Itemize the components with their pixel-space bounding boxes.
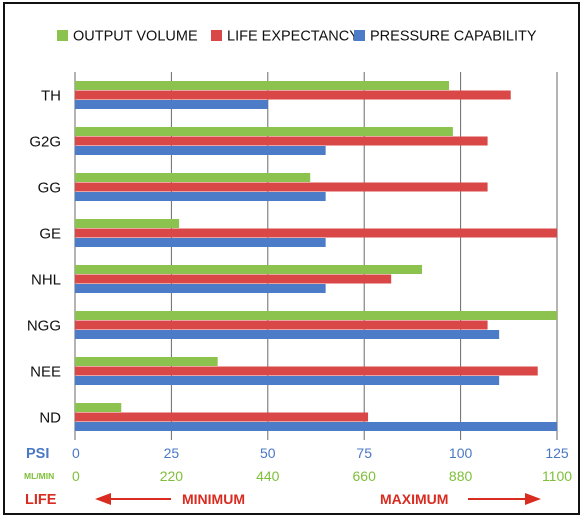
legend-label-2: PRESSURE CAPABILITY xyxy=(370,29,537,45)
bar-ge-1 xyxy=(75,228,557,238)
psi-tick-label: 75 xyxy=(356,445,372,461)
ml-min-tick-label: 220 xyxy=(160,468,184,484)
chart-frame: OUTPUT VOLUME LIFE EXPECTANCY PRESSURE CAP… xyxy=(3,2,580,515)
bar-ngg-1 xyxy=(75,320,488,330)
category-label-nee: NEE xyxy=(30,363,61,380)
bar-th-0 xyxy=(75,81,450,90)
bar-nee-2 xyxy=(75,376,500,385)
bar-nhl-2 xyxy=(75,284,326,293)
left-arrow-icon xyxy=(95,493,111,505)
legend: OUTPUT VOLUME LIFE EXPECTANCY PRESSURE CAP… xyxy=(57,29,537,45)
bar-ngg-2 xyxy=(75,330,500,339)
maximum-label: MAXIMUM xyxy=(380,491,448,507)
legend-swatch-1 xyxy=(211,30,222,41)
legend-label-1: LIFE EXPECTANCY xyxy=(227,29,359,45)
bar-g2g-0 xyxy=(75,127,453,136)
bar-ge-0 xyxy=(75,219,180,228)
bar-nhl-1 xyxy=(75,274,392,284)
bars xyxy=(75,81,557,431)
ml-min-tick-label: 880 xyxy=(449,468,473,484)
bar-nee-1 xyxy=(75,366,538,376)
axis-labels: PSI 0 25 50 75 100 125 ML/MIN 0 220 440 660 880 1100 L… xyxy=(24,445,572,508)
bar-nhl-0 xyxy=(75,265,423,274)
legend-swatch-0 xyxy=(57,30,68,41)
psi-tick-label: 0 xyxy=(72,445,80,461)
ml-min-tick-label: 0 xyxy=(72,468,80,484)
ml-min-tick-label: 660 xyxy=(353,468,377,484)
bar-chart: OUTPUT VOLUME LIFE EXPECTANCY PRESSURE CAP… xyxy=(24,29,572,509)
bar-gg-1 xyxy=(75,182,488,192)
bar-g2g-2 xyxy=(75,146,326,155)
bar-nee-0 xyxy=(75,357,218,366)
psi-axis-label: PSI xyxy=(26,446,49,462)
category-label-nd: ND xyxy=(39,409,61,426)
bar-ge-2 xyxy=(75,238,326,247)
psi-tick-label: 125 xyxy=(545,445,569,461)
psi-tick-label: 100 xyxy=(449,445,473,461)
bar-nd-0 xyxy=(75,403,122,412)
legend-swatch-2 xyxy=(354,30,365,41)
bar-nd-1 xyxy=(75,412,369,422)
bar-ngg-0 xyxy=(75,311,557,320)
category-label-ngg: NGG xyxy=(27,317,61,334)
ml-min-tick-label: 440 xyxy=(256,468,280,484)
ml-min-axis-label: ML/MIN xyxy=(24,471,54,481)
bar-g2g-1 xyxy=(75,136,488,146)
psi-tick-label: 50 xyxy=(260,445,276,461)
ml-min-tick-label: 1100 xyxy=(542,468,572,484)
bar-th-2 xyxy=(75,100,268,109)
bar-gg-2 xyxy=(75,192,326,201)
bar-th-1 xyxy=(75,90,511,100)
category-labels: TH G2G GG GE NHL NGG NEE ND xyxy=(27,87,61,426)
life-axis-label: LIFE xyxy=(25,492,57,508)
category-label-th: TH xyxy=(41,87,61,104)
bar-nd-2 xyxy=(75,422,557,431)
minimum-label: MINIMUM xyxy=(182,491,245,507)
category-label-g2g: G2G xyxy=(29,133,61,150)
right-arrow-icon xyxy=(525,493,541,505)
psi-tick-label: 25 xyxy=(164,445,180,461)
legend-label-0: OUTPUT VOLUME xyxy=(73,29,198,45)
category-label-ge: GE xyxy=(39,225,61,242)
bar-gg-0 xyxy=(75,173,311,182)
category-label-gg: GG xyxy=(38,179,61,196)
category-label-nhl: NHL xyxy=(31,271,61,288)
